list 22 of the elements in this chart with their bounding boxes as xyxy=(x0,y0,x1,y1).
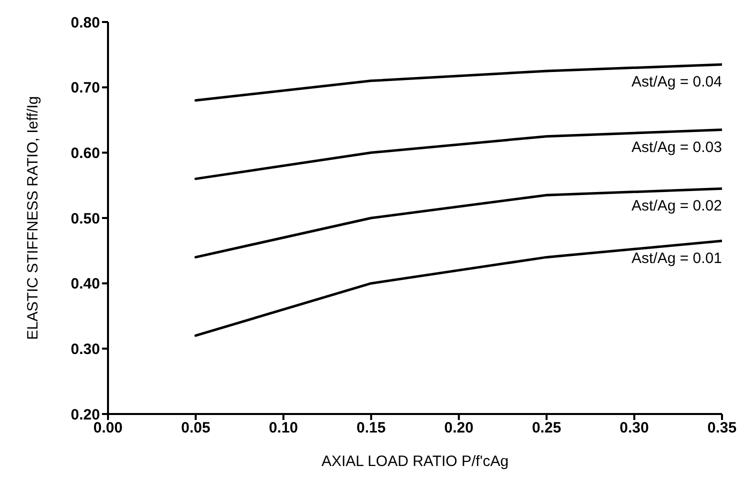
line-series xyxy=(194,240,722,337)
y-axis-title: ELASTIC STIFFNESS RATIO, Ieff/Ig xyxy=(24,96,42,340)
series-label: Ast/Ag = 0.02 xyxy=(632,198,722,215)
x-tick-label: 0.15 xyxy=(356,420,386,437)
x-tick-label: 0.20 xyxy=(444,420,474,437)
x-tick-label: 0.10 xyxy=(268,420,298,437)
series-label: Ast/Ag = 0.01 xyxy=(632,250,722,267)
x-tick-label: 0.30 xyxy=(620,420,649,437)
line-series xyxy=(194,128,722,180)
x-axis-title: AXIAL LOAD RATIO P/f'cAg xyxy=(321,453,509,470)
series-label: Ast/Ag = 0.04 xyxy=(632,73,722,90)
y-tick-label: 0.80 xyxy=(70,14,100,32)
x-tick-label: 0.25 xyxy=(532,420,562,437)
y-tick-label: 0.30 xyxy=(70,340,100,358)
x-tick-label: 0.05 xyxy=(181,420,210,437)
y-tick-label: 0.70 xyxy=(70,80,100,97)
x-tick-label: 0.35 xyxy=(707,420,737,437)
line-series xyxy=(194,63,722,102)
series-label: Ast/Ag = 0.03 xyxy=(632,138,722,156)
y-tick-label: 0.50 xyxy=(70,210,100,228)
y-tick-label: 0.60 xyxy=(70,144,100,162)
y-tick-label: 0.40 xyxy=(70,276,100,293)
